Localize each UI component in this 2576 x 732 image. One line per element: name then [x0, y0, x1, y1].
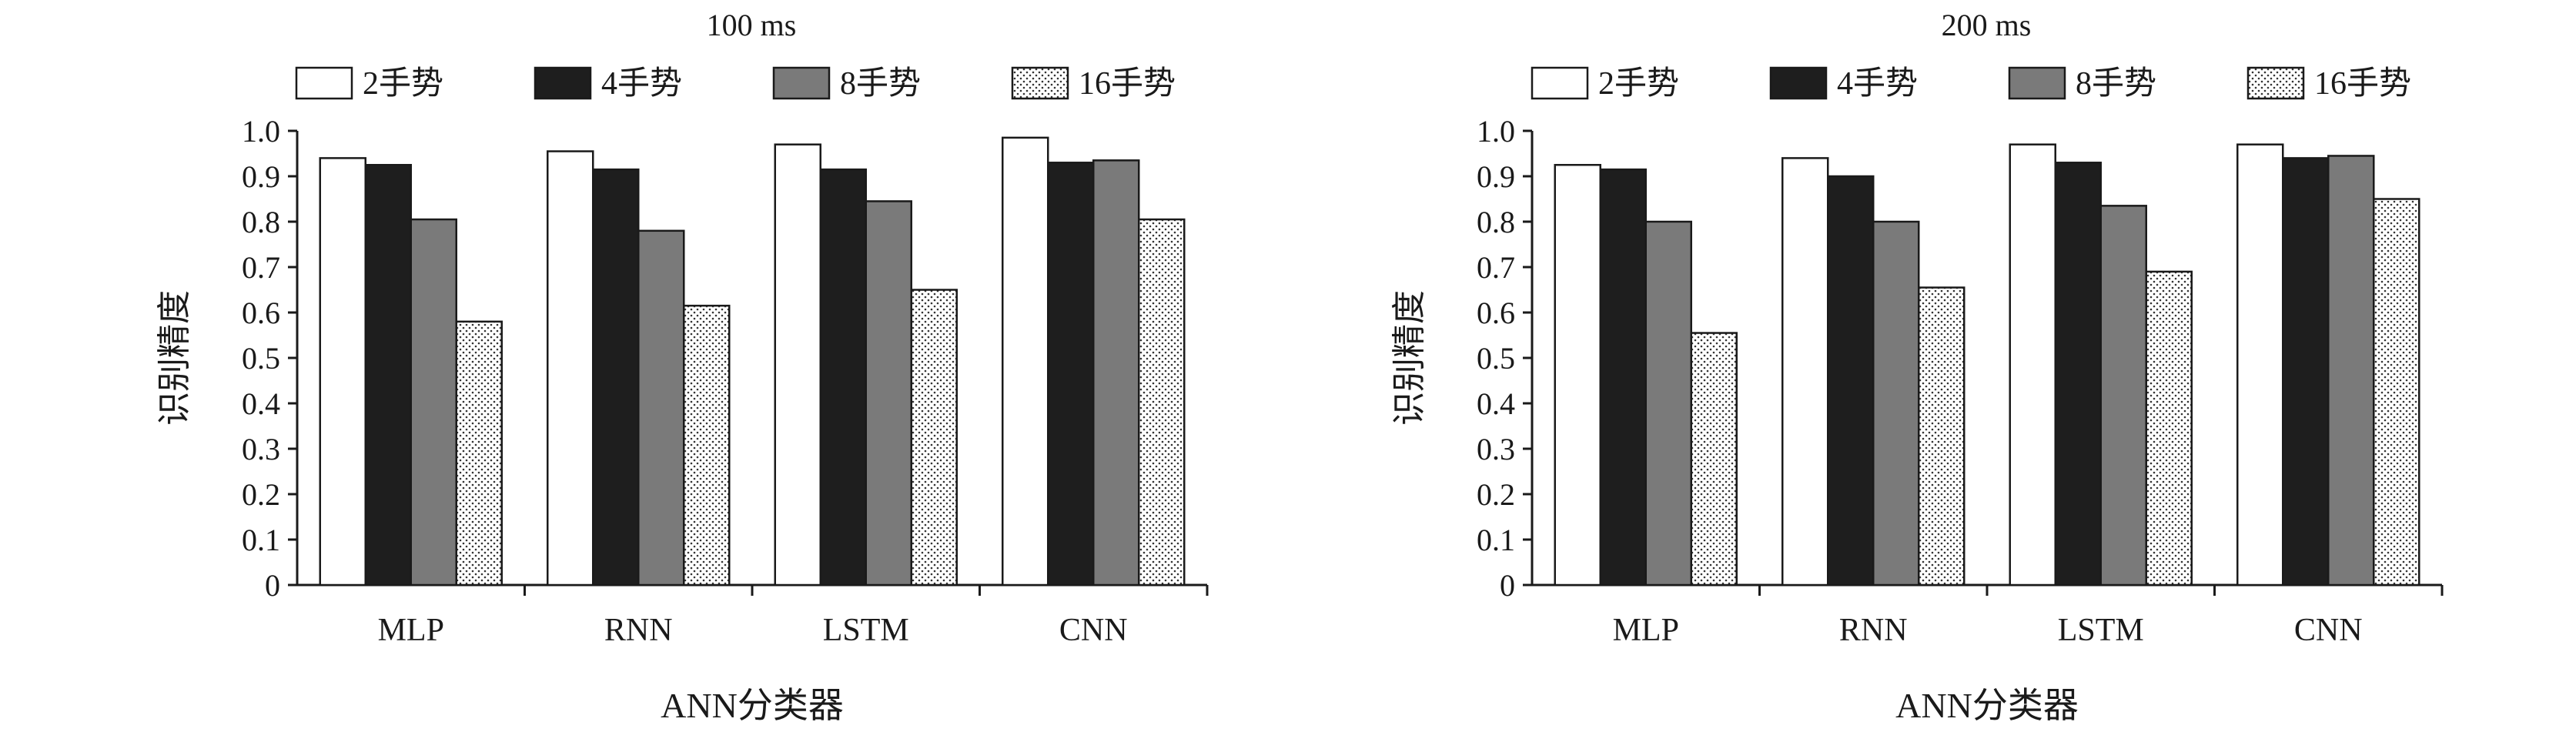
y-tick-label: 1.0	[1477, 114, 1515, 149]
bar-mlp-series-1	[1599, 168, 1647, 587]
bar-mlp-series-3	[1690, 332, 1738, 587]
legend-swatch-3	[1011, 66, 1069, 100]
y-tick-label: 0.7	[1477, 250, 1515, 285]
legend-swatch-2	[2008, 66, 2066, 100]
bar-cnn-series-1	[2282, 157, 2330, 587]
y-tick-label: 0	[1500, 568, 1515, 603]
legend-label-1: 4手势	[601, 66, 682, 102]
y-tick-label: 1.0	[242, 114, 280, 149]
bar-lstm-series-3	[910, 289, 958, 587]
y-tick-label: 0.1	[242, 523, 280, 557]
legend-label-0: 2手势	[1598, 66, 1679, 102]
bar-rnn-series-2	[637, 229, 685, 587]
legend-swatch-3	[2246, 66, 2305, 100]
y-axis-label: 识别精度	[1390, 290, 1428, 426]
bar-cnn-series-2	[1092, 159, 1140, 587]
y-tick-label: 0.2	[1477, 477, 1515, 512]
bar-cnn-series-3	[1138, 218, 1186, 587]
y-tick-label: 0.9	[242, 159, 280, 194]
y-tick-label: 0.9	[1477, 159, 1515, 194]
legend-label-0: 2手势	[363, 66, 443, 102]
y-tick-label: 0.3	[1477, 432, 1515, 466]
legend-swatch-1	[534, 66, 592, 100]
legend-swatch-2	[772, 66, 831, 100]
legend-label-2: 8手势	[840, 66, 921, 102]
legend-label-1: 4手势	[1837, 66, 1918, 102]
bar-cnn-series-0	[2236, 143, 2284, 587]
x-tick-label: MLP	[1613, 613, 1679, 648]
x-axis-label: ANN分类器	[661, 686, 844, 725]
x-tick-label: RNN	[1839, 613, 1908, 648]
y-tick-label: 0.5	[242, 341, 280, 376]
y-tick-label: 0.6	[1477, 296, 1515, 330]
x-tick-label: MLP	[378, 613, 444, 648]
x-tick-label: LSTM	[2058, 613, 2144, 648]
chart-0: 100 ms 2手势 4手势 8手势 16手势 0 0.1 0.2 0.3 0.4 0.5 0.6 0.…	[156, 8, 1209, 725]
chart-1: 200 ms 2手势 4手势 8手势 16手势 0 0.1 0.2 0.3 0.4 0.5 0.6 0.…	[1390, 8, 2444, 725]
y-tick-label: 0.5	[1477, 341, 1515, 376]
y-tick-label: 0.4	[1477, 386, 1515, 421]
bar-rnn-series-1	[592, 168, 640, 587]
bar-rnn-series-3	[683, 304, 731, 587]
bar-cnn-series-2	[2327, 155, 2375, 587]
legend-swatch-0	[295, 66, 353, 100]
bar-lstm-series-0	[774, 143, 821, 587]
legend-label-3: 16手势	[1079, 66, 1176, 102]
x-tick-label: RNN	[604, 613, 673, 648]
x-tick-label: CNN	[1059, 613, 1128, 648]
y-tick-label: 0.8	[242, 205, 280, 239]
bar-rnn-series-0	[1781, 157, 1829, 587]
bar-mlp-series-0	[319, 157, 366, 587]
bar-cnn-series-3	[2373, 198, 2420, 587]
legend-swatch-1	[1769, 66, 1828, 100]
bar-rnn-series-2	[1872, 220, 1920, 587]
bar-lstm-series-1	[819, 168, 867, 587]
bar-lstm-series-2	[865, 200, 912, 587]
y-tick-label: 0.6	[242, 296, 280, 330]
bar-mlp-series-0	[1554, 164, 1601, 587]
bar-cnn-series-0	[1002, 136, 1049, 587]
bar-rnn-series-1	[1827, 175, 1875, 587]
x-tick-label: LSTM	[823, 613, 909, 648]
chart-title: 100 ms	[707, 8, 797, 42]
y-tick-label: 0.2	[242, 477, 280, 512]
bar-lstm-series-1	[2054, 162, 2102, 587]
y-tick-label: 0.1	[1477, 523, 1515, 557]
bar-mlp-series-1	[364, 164, 412, 587]
x-tick-label: CNN	[2294, 613, 2363, 648]
y-tick-label: 0.4	[242, 386, 280, 421]
bar-cnn-series-1	[1047, 162, 1095, 587]
bar-rnn-series-3	[1918, 286, 1965, 587]
y-tick-label: 0.7	[242, 250, 280, 285]
y-tick-label: 0.3	[242, 432, 280, 466]
y-tick-label: 0	[265, 568, 280, 603]
legend-label-2: 8手势	[2076, 66, 2156, 102]
y-tick-label: 0.8	[1477, 205, 1515, 239]
bar-rnn-series-0	[547, 150, 594, 587]
chart-title: 200 ms	[1942, 8, 2032, 42]
x-axis-label: ANN分类器	[1895, 686, 2079, 725]
bar-lstm-series-0	[2009, 143, 2056, 587]
bar-mlp-series-2	[1644, 220, 1692, 587]
bar-mlp-series-3	[455, 320, 503, 587]
bar-mlp-series-2	[410, 218, 457, 587]
legend-swatch-0	[1531, 66, 1589, 100]
legend-label-3: 16手势	[2314, 66, 2411, 102]
y-axis-label: 识别精度	[156, 290, 193, 426]
bar-lstm-series-3	[2145, 270, 2193, 587]
bar-lstm-series-2	[2099, 205, 2147, 587]
